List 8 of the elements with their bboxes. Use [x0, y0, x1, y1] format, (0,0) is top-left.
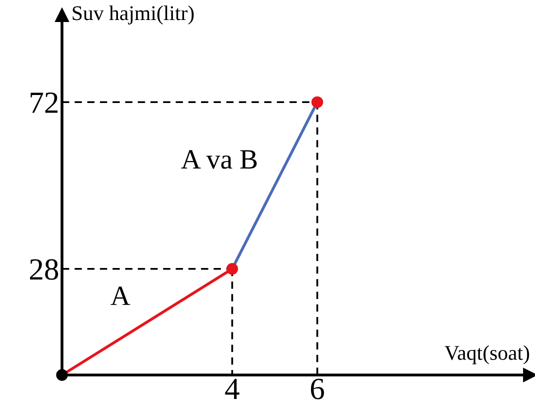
x-tick-label: 6	[310, 378, 324, 400]
y-tick-label: 28	[30, 259, 58, 280]
x-tick-label: 4	[225, 378, 240, 399]
x-axis-title: Vaqt(soat)	[444, 345, 530, 364]
y-tick-label: 72	[30, 92, 58, 113]
series-label: A	[110, 286, 130, 305]
series-label: A va B	[181, 150, 257, 169]
y-axis-title: Suv hajmi(litr)	[72, 6, 194, 24]
